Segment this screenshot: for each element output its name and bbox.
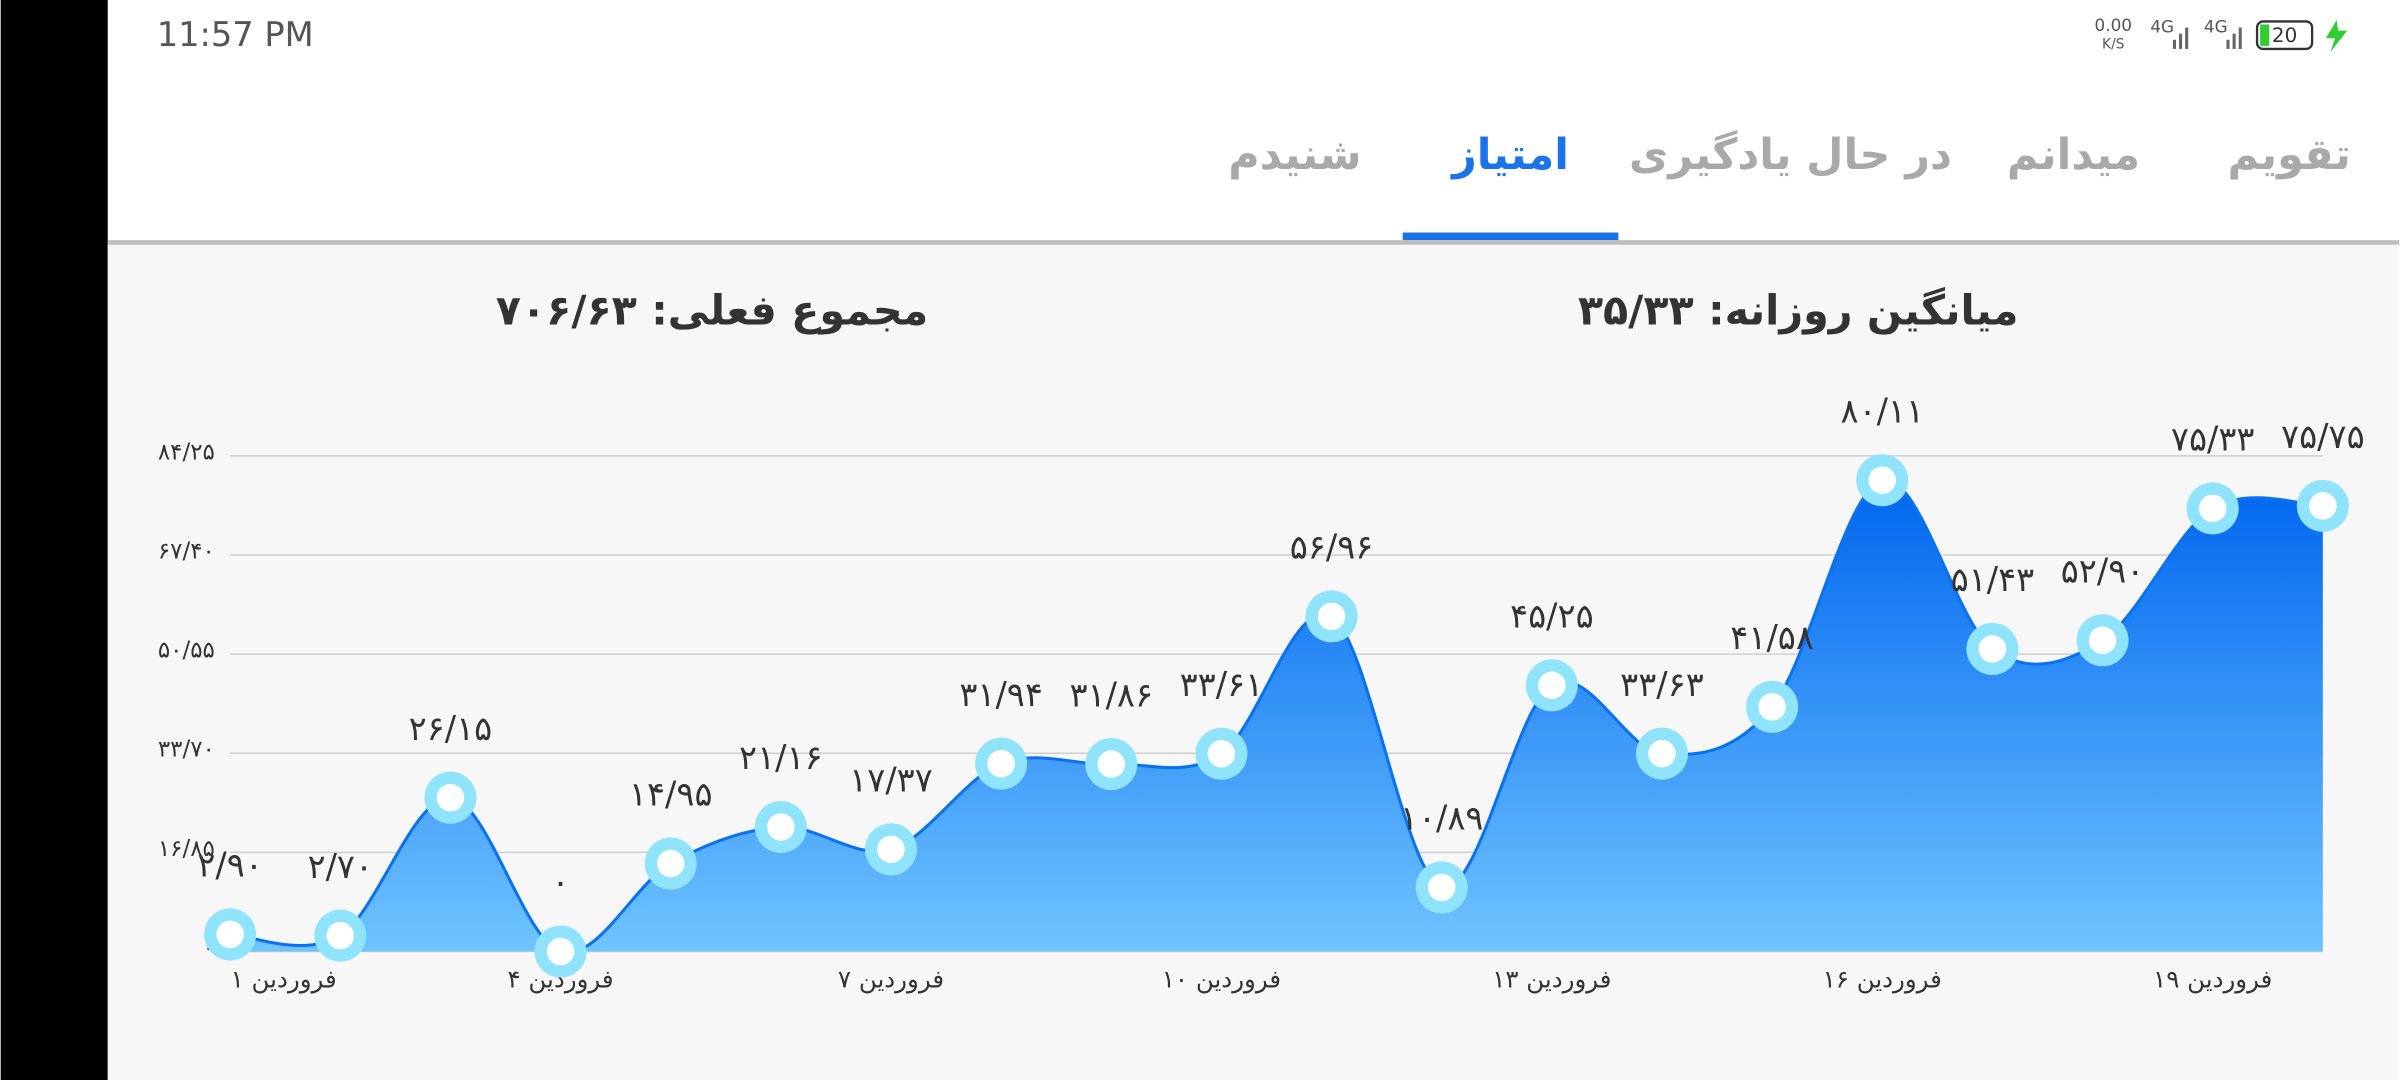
- marker-core: [1097, 750, 1126, 778]
- point-marker: [534, 925, 587, 978]
- x-tick-label: ۱۶ فروردین: [1823, 965, 1942, 994]
- tab[interactable]: امتیاز: [1450, 130, 1569, 180]
- value-label: ۱۷/۳۷: [849, 761, 933, 800]
- y-tick-label: ۱۶/۸۵: [158, 836, 215, 862]
- left-edge: [0, 0, 108, 1080]
- value-label: ۳۱/۸۶: [1069, 675, 1153, 714]
- marker-core: [767, 813, 795, 841]
- value-label: ۱۰/۸۹: [1400, 799, 1484, 838]
- marker-core: [436, 783, 465, 812]
- point-marker: [2076, 614, 2129, 667]
- point-marker: [1415, 861, 1468, 914]
- point-marker: [864, 823, 917, 876]
- value-label: ۵۱/۴۳: [1951, 560, 2035, 599]
- tab-bar: تقویم میدانم در حال یادگیری امتیاز شنیدم: [1228, 130, 2351, 241]
- charging-icon: [2325, 19, 2348, 53]
- point-marker: [1635, 727, 1688, 780]
- point-marker: [1856, 454, 1909, 507]
- marker-core: [326, 921, 355, 950]
- value-label: ۲/۷۰: [308, 847, 374, 886]
- x-tick-label: ۱ فروردین: [231, 965, 337, 994]
- marker-core: [1538, 671, 1566, 700]
- value-label: ۵۲/۹۰: [2061, 551, 2145, 590]
- status-time: 11:57 PM: [157, 15, 314, 54]
- current-total: مجموع فعلی: ۷۰۶/۶۳: [496, 287, 929, 336]
- value-label: ۰: [552, 863, 570, 902]
- point-marker: [2186, 482, 2239, 535]
- value-label: ۲۶/۱۵: [409, 709, 493, 748]
- net-speed-unit: K/S: [2102, 36, 2124, 52]
- point-marker: [204, 908, 257, 961]
- marker-core: [1317, 602, 1346, 631]
- tab[interactable]: شنیدم: [1228, 130, 1361, 180]
- battery-level: [2260, 24, 2270, 46]
- point-marker: [754, 801, 807, 854]
- marker-core: [1207, 740, 1236, 768]
- marker-core: [1868, 466, 1897, 494]
- point-marker: [1195, 727, 1248, 780]
- point-marker: [2296, 479, 2349, 532]
- value-label: ۳۳/۶۱: [1180, 665, 1264, 704]
- marker-core: [216, 920, 244, 949]
- y-tick-label: ۸۴/۲۵: [158, 439, 215, 465]
- tab[interactable]: در حال یادگیری: [1629, 130, 1952, 180]
- value-label: ۴۵/۲۵: [1510, 596, 1594, 635]
- marker-core: [2198, 494, 2227, 523]
- network-type: 4G: [2150, 17, 2174, 37]
- marker-core: [1978, 635, 2007, 663]
- tab[interactable]: میدانم: [2007, 130, 2140, 180]
- x-tick-label: ۱۰ فروردین: [1162, 965, 1281, 994]
- value-label: ۸۰/۱۱: [1840, 391, 1924, 430]
- x-tick-label: ۱۳ فروردین: [1492, 965, 1611, 994]
- marker-core: [1427, 873, 1456, 902]
- point-marker: [1966, 622, 2019, 675]
- marker-core: [1648, 739, 1676, 768]
- point-marker: [314, 909, 367, 962]
- value-label: ۲۱/۱۶: [739, 738, 823, 777]
- tab-indicator: [1402, 232, 1619, 241]
- daily-average: میانگین روزانه: ۳۵/۳۳: [1578, 287, 2019, 336]
- tab[interactable]: تقویم: [2227, 130, 2350, 180]
- point-marker: [1525, 659, 1578, 712]
- value-label: ۵۶/۹۶: [1290, 528, 1374, 567]
- marker-core: [656, 849, 685, 878]
- y-tick-label: ۶۷/۴۰: [158, 538, 215, 564]
- point-marker: [424, 771, 477, 824]
- x-tick-label: ۷ فروردین: [838, 965, 944, 994]
- signal-icons: [2172, 27, 2242, 49]
- value-label: ۳۳/۶۳: [1620, 665, 1704, 704]
- net-speed: 0.00: [2095, 15, 2132, 35]
- value-label: ۴۱/۵۸: [1730, 618, 1814, 657]
- value-label: ۷۵/۳۳: [2171, 420, 2255, 459]
- value-label: ۳۱/۹۴: [959, 675, 1043, 714]
- point-marker: [1305, 590, 1358, 643]
- area: [230, 479, 2323, 953]
- point-marker: [975, 737, 1028, 790]
- marker-core: [2088, 626, 2117, 655]
- battery: [2255, 20, 2314, 51]
- marker-core: [546, 937, 575, 966]
- point-marker: [1085, 738, 1138, 791]
- y-tick-label: ۵۰/۵۵: [158, 638, 215, 664]
- x-tick-label: ۱۹ فروردین: [2153, 965, 2272, 994]
- y-tick-label: ۳۳/۷۰: [158, 737, 215, 763]
- marker-core: [1758, 693, 1786, 721]
- point-marker: [1746, 680, 1799, 733]
- marker-core: [877, 835, 905, 864]
- value-label: ۱۴/۹۵: [629, 775, 713, 814]
- marker-core: [2309, 492, 2337, 520]
- point-marker: [644, 837, 697, 890]
- battery-text: 20: [2272, 24, 2297, 47]
- tab-divider: [107, 240, 2400, 245]
- value-label: ۷۵/۷۵: [2281, 417, 2365, 456]
- network-type: 4G: [2204, 17, 2228, 37]
- marker-core: [987, 749, 1015, 778]
- value-label: ۲/۹۰: [197, 846, 263, 885]
